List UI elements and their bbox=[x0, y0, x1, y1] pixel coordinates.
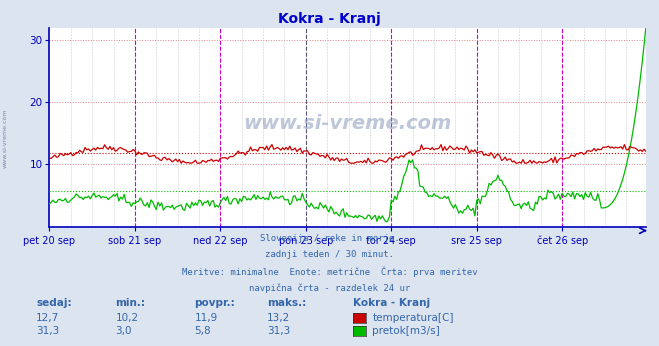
Text: maks.:: maks.: bbox=[267, 298, 306, 308]
Text: povpr.:: povpr.: bbox=[194, 298, 235, 308]
Text: Meritve: minimalne  Enote: metrične  Črta: prva meritev: Meritve: minimalne Enote: metrične Črta:… bbox=[182, 267, 477, 277]
Text: 11,9: 11,9 bbox=[194, 313, 217, 323]
Text: zadnji teden / 30 minut.: zadnji teden / 30 minut. bbox=[265, 250, 394, 259]
Text: Slovenija / reke in morje.: Slovenija / reke in morje. bbox=[260, 234, 399, 243]
Text: Kokra - Kranj: Kokra - Kranj bbox=[278, 12, 381, 26]
Text: 5,8: 5,8 bbox=[194, 326, 211, 336]
Text: 31,3: 31,3 bbox=[36, 326, 59, 336]
Text: navpična črta - razdelek 24 ur: navpična črta - razdelek 24 ur bbox=[249, 283, 410, 293]
Text: pretok[m3/s]: pretok[m3/s] bbox=[372, 326, 440, 336]
Text: Kokra - Kranj: Kokra - Kranj bbox=[353, 298, 430, 308]
Text: 3,0: 3,0 bbox=[115, 326, 132, 336]
Text: temperatura[C]: temperatura[C] bbox=[372, 313, 454, 323]
Text: www.si-vreme.com: www.si-vreme.com bbox=[3, 109, 8, 168]
Text: 31,3: 31,3 bbox=[267, 326, 290, 336]
Text: 12,7: 12,7 bbox=[36, 313, 59, 323]
Text: min.:: min.: bbox=[115, 298, 146, 308]
Text: 13,2: 13,2 bbox=[267, 313, 290, 323]
Text: www.si-vreme.com: www.si-vreme.com bbox=[243, 114, 452, 133]
Text: 10,2: 10,2 bbox=[115, 313, 138, 323]
Text: sedaj:: sedaj: bbox=[36, 298, 72, 308]
